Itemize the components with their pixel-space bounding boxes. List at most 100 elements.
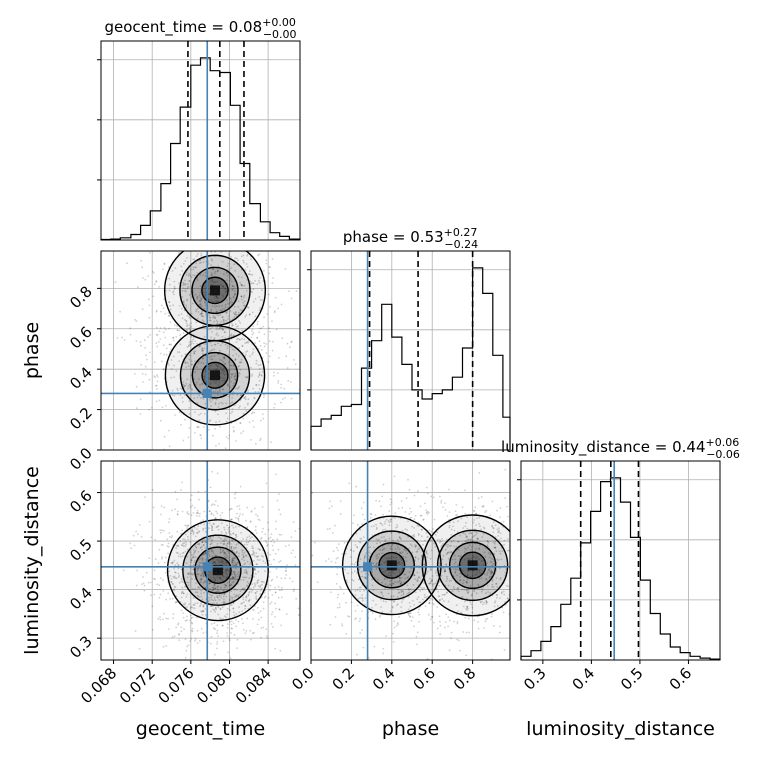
sample-point (246, 279, 249, 281)
sample-point (208, 399, 211, 401)
sample-point (226, 542, 229, 545)
sample-point (204, 541, 207, 544)
sample-point (202, 249, 204, 251)
sample-point (219, 389, 221, 392)
sample-point (406, 529, 409, 531)
sample-point (375, 603, 377, 606)
sample-point (351, 571, 353, 574)
sample-point (525, 561, 527, 563)
sample-point (231, 561, 233, 564)
sample-point (203, 413, 206, 415)
sample-point (285, 567, 287, 569)
sample-point (418, 576, 420, 579)
sample-point (418, 620, 420, 623)
sample-point (398, 535, 401, 538)
sample-point (189, 274, 192, 277)
sample-point (461, 569, 464, 572)
sample-point (453, 563, 456, 565)
sample-point (374, 618, 377, 621)
sample-point (183, 242, 185, 244)
sample-point (439, 495, 441, 498)
sample-point (262, 396, 265, 399)
sample-point (233, 305, 236, 308)
sample-point (371, 571, 373, 573)
sample-point (242, 301, 245, 304)
sample-point (494, 536, 497, 538)
sample-point (341, 624, 344, 627)
sample-point (207, 368, 210, 370)
sample-point (270, 579, 273, 582)
sample-point (294, 530, 297, 532)
sample-point (189, 384, 192, 387)
panel-grid (311, 251, 510, 450)
sample-point (241, 618, 243, 620)
sample-point (425, 532, 428, 534)
sample-point (226, 347, 229, 350)
sample-point (238, 515, 241, 518)
sample-point (223, 602, 226, 605)
sample-point (390, 556, 393, 559)
sample-point (212, 434, 214, 437)
sample-point (170, 368, 173, 370)
sample-point (381, 581, 383, 584)
sample-point (259, 589, 262, 592)
sample-point (413, 494, 416, 497)
sample-point (240, 588, 243, 591)
sample-point (222, 356, 225, 359)
sample-point (169, 575, 172, 577)
sample-point (211, 525, 214, 528)
sample-point (232, 622, 235, 625)
sample-point (232, 296, 235, 299)
sample-point (198, 515, 201, 517)
sample-point (532, 541, 534, 543)
sample-point (511, 603, 513, 605)
sample-point (398, 571, 401, 574)
sample-point (480, 496, 483, 498)
sample-point (236, 589, 239, 591)
sample-point (246, 580, 249, 583)
sample-point (214, 628, 216, 631)
sample-point (198, 558, 201, 561)
sample-point (513, 626, 515, 628)
sample-point (423, 596, 426, 599)
sample-point (183, 385, 186, 387)
sample-point (229, 620, 232, 623)
sample-point (213, 602, 216, 605)
sample-point (198, 299, 201, 302)
sample-point (263, 591, 266, 594)
sample-point (398, 536, 401, 539)
sample-point (219, 514, 222, 517)
sample-point (181, 396, 184, 399)
sample-point (200, 437, 203, 440)
sample-point (249, 604, 252, 607)
sample-point (486, 540, 489, 543)
sample-point (217, 525, 220, 527)
sample-point (292, 359, 295, 361)
sample-point (194, 371, 197, 374)
sample-point (181, 552, 184, 554)
sample-point (178, 242, 180, 244)
sample-point (499, 532, 502, 535)
sample-point (240, 295, 243, 298)
sample-point (251, 291, 254, 294)
sample-point (232, 373, 234, 375)
sample-point (455, 504, 458, 506)
sample-point (419, 590, 421, 592)
sample-point (216, 595, 218, 597)
sample-point (196, 514, 198, 517)
sample-point (345, 601, 347, 604)
sample-point (214, 599, 217, 602)
sample-point (393, 626, 396, 629)
sample-point (173, 588, 175, 591)
sample-point (186, 581, 189, 584)
sample-point (477, 537, 479, 540)
sample-point (233, 483, 235, 485)
sample-point (197, 362, 200, 364)
sample-point (371, 584, 374, 587)
sample-point (290, 381, 292, 383)
sample-point (430, 618, 432, 621)
sample-point (397, 588, 400, 591)
sample-point (417, 525, 420, 527)
sample-point (230, 518, 233, 521)
sample-point (226, 299, 228, 301)
